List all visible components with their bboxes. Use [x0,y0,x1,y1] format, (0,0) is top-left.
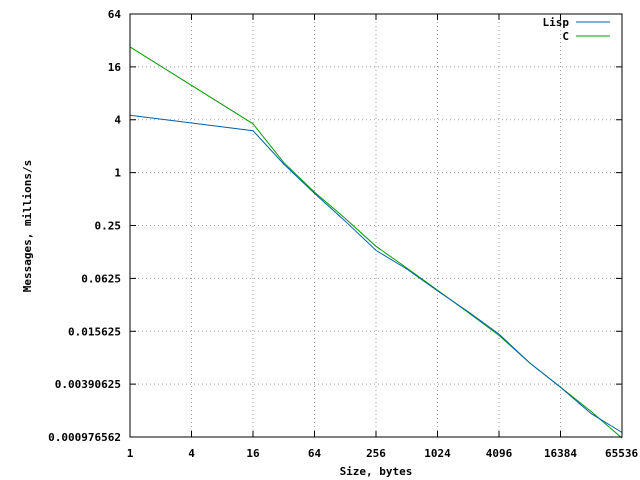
x-tick-label: 65536 [605,447,638,460]
y-tick-label: 0.0625 [81,272,121,285]
legend-label: C [562,30,569,43]
x-tick-label: 256 [366,447,386,460]
x-tick-label: 16 [246,447,260,460]
y-axis-label: Messages, millions/s [21,160,34,292]
plot-frame [129,13,623,438]
y-tick-label: 64 [108,8,122,21]
y-tick-label: 0.015625 [68,325,121,338]
x-tick-label: 4 [188,447,195,460]
x-tick-label: 16384 [544,447,577,460]
x-tick-label: 1 [127,447,134,460]
x-tick-label: 1024 [424,447,451,460]
axis-ticks: 1 4 16 64 256 1024 4096 16384 65536 0.000976562 0.… [48,8,638,460]
grid [130,14,622,437]
legend-label: Lisp [543,16,570,29]
x-tick-label: 64 [308,447,322,460]
x-tick-label: 4096 [486,447,513,460]
y-tick-label: 0.000976562 [48,431,121,444]
y-tick-label: 16 [108,61,122,74]
y-tick-label: 4 [114,114,121,127]
series-lines [129,46,623,439]
y-tick-label: 0.25 [95,219,122,232]
y-tick-label: 1 [114,167,121,180]
y-tick-label: 0.00390625 [55,378,121,391]
series-line-lisp [129,114,623,433]
x-axis-label: Size, bytes [340,465,413,478]
